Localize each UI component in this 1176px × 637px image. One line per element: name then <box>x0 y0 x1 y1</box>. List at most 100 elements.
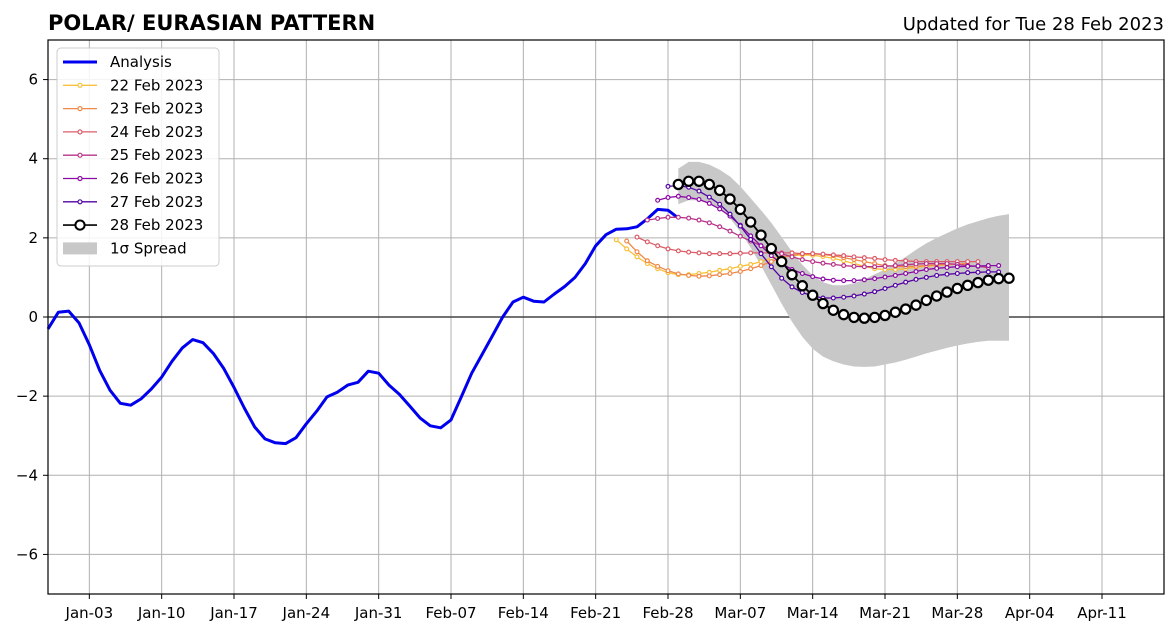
forecast-point <box>930 290 943 302</box>
x-tick-label: Feb-21 <box>570 604 621 622</box>
x-tick-label: Feb-14 <box>498 604 549 622</box>
forecast-point <box>861 259 867 265</box>
x-tick-label: Jan-17 <box>209 604 258 622</box>
legend: Analysis 22 Feb 2023 23 Feb 2023 24 Feb 202… <box>56 47 220 267</box>
forecast-point <box>727 228 733 234</box>
forecast-point <box>727 211 733 217</box>
forecast-point <box>675 193 681 199</box>
forecast-point <box>903 262 909 268</box>
legend-entry: 25 Feb 2023 <box>63 146 203 164</box>
forecast-point <box>861 291 867 297</box>
y-tick-label: 6 <box>28 71 38 89</box>
forecast-point <box>779 251 785 257</box>
forecast-point <box>944 271 950 277</box>
forecast-point <box>717 224 723 230</box>
forecast-point <box>644 217 650 223</box>
legend-entry: 23 Feb 2023 <box>63 100 203 118</box>
legend-label: 23 Feb 2023 <box>110 100 203 118</box>
forecast-point <box>982 274 995 286</box>
chart-title: POLAR/ EURASIAN PATTERN <box>48 11 375 35</box>
forecast-point <box>903 270 909 276</box>
forecast-line <box>647 216 989 269</box>
forecast-point <box>789 284 795 290</box>
forecast-point <box>799 257 805 263</box>
forecast-point <box>765 242 778 255</box>
legend-entry: 27 Feb 2023 <box>63 193 203 211</box>
forecast-point <box>786 268 798 281</box>
forecast-point <box>985 269 991 275</box>
y-tick-label: −2 <box>16 387 38 405</box>
x-tick-label: Jan-31 <box>354 604 403 622</box>
x-tick-label: Mar-21 <box>859 604 911 622</box>
forecast-point <box>655 263 661 269</box>
forecast-point <box>686 194 692 200</box>
forecast-point <box>851 293 857 299</box>
forecast-point <box>872 276 878 282</box>
frame-layer: Jan-03 Jan-10 Jan-17 Jan-24 Jan-31 Feb-07 Feb-… <box>16 39 1165 622</box>
forecast-point <box>758 263 764 269</box>
y-tick-label: 0 <box>28 308 38 326</box>
forecast-point <box>934 261 940 267</box>
forecast-point <box>675 271 681 277</box>
x-tick-label: Jan-03 <box>65 604 114 622</box>
forecast-point <box>672 178 685 191</box>
forecast-point <box>806 289 819 301</box>
forecast-point <box>899 303 912 315</box>
forecast-point <box>717 251 723 257</box>
forecast-point <box>975 259 981 265</box>
forecast-point <box>972 276 984 289</box>
forecast-point <box>913 261 919 267</box>
forecast-point <box>779 275 785 281</box>
legend-entry: 22 Feb 2023 <box>63 76 203 94</box>
forecast-point <box>713 184 726 197</box>
forecast-point <box>717 201 723 207</box>
forecast-point <box>634 254 640 260</box>
forecast-point <box>975 269 981 275</box>
legend-marker <box>74 219 86 231</box>
legend-swatch <box>63 242 97 255</box>
forecast-point <box>686 215 692 221</box>
legend-marker <box>77 152 83 158</box>
forecast-point <box>755 229 767 241</box>
forecast-point <box>841 263 847 269</box>
forecast-point <box>965 270 971 276</box>
x-tick-label: Jan-10 <box>137 604 186 622</box>
forecast-point <box>851 278 857 284</box>
forecast-series <box>665 183 1002 301</box>
forecast-point <box>820 251 826 257</box>
forecast-point <box>744 216 757 228</box>
x-tick-label: Apr-04 <box>1005 604 1055 622</box>
forecast-point <box>827 304 840 316</box>
series-layer <box>46 175 1015 446</box>
y-tick-label: −4 <box>16 466 38 484</box>
forecast-point <box>693 175 705 187</box>
analysis-line <box>46 207 680 446</box>
legend-entry: 24 Feb 2023 <box>63 123 203 141</box>
forecast-point <box>748 236 754 242</box>
y-tick-label: −6 <box>16 545 38 563</box>
forecast-point <box>820 276 826 282</box>
forecast-point <box>965 259 971 265</box>
forecast-point <box>861 255 867 261</box>
forecast-point <box>1003 272 1015 284</box>
forecast-point <box>872 255 878 261</box>
legend-entry: 1σ Spread <box>63 239 187 257</box>
forecast-point <box>624 246 630 252</box>
legend-marker <box>77 175 83 182</box>
legend-label: Analysis <box>110 53 172 71</box>
forecast-point <box>665 194 671 200</box>
forecast-point <box>841 253 847 259</box>
forecast-line <box>657 195 999 282</box>
forecast-point <box>634 249 640 255</box>
legend-label: 27 Feb 2023 <box>110 193 203 211</box>
forecast-point <box>768 264 774 270</box>
forecast-point <box>810 259 816 265</box>
legend-marker <box>77 82 83 88</box>
forecast-point <box>830 261 836 267</box>
forecast-point <box>727 270 733 276</box>
forecast-point <box>861 277 867 283</box>
legend-label: 28 Feb 2023 <box>110 216 203 234</box>
legend-box <box>56 47 220 267</box>
forecast-point <box>768 259 774 265</box>
spread-band <box>678 161 1009 367</box>
